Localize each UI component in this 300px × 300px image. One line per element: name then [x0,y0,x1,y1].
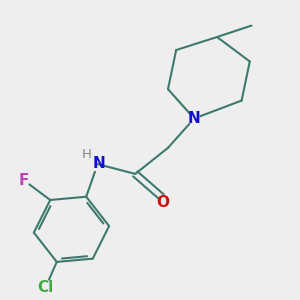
Text: N: N [93,156,106,171]
Text: H: H [81,148,91,161]
Text: Cl: Cl [37,280,53,296]
Text: O: O [157,195,169,210]
Text: N: N [188,111,200,126]
Text: F: F [19,173,29,188]
